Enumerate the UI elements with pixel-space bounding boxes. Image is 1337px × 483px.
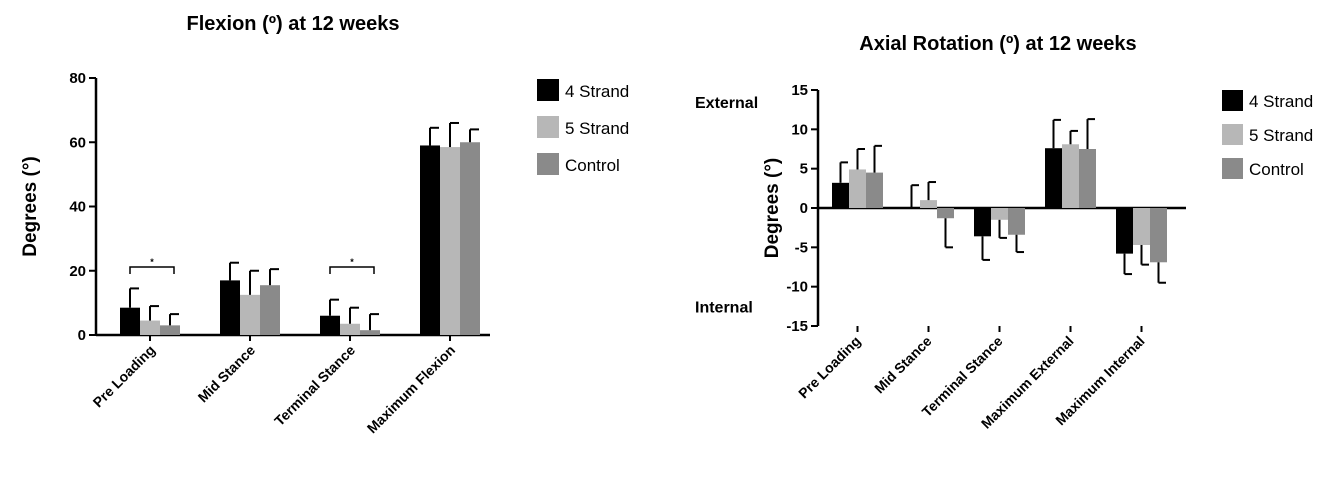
axial-rotation-chart: Axial Rotation (º) at 12 weeks Degrees (°… <box>695 33 1313 432</box>
bar <box>1008 208 1025 235</box>
y-tick-label: 80 <box>69 70 86 87</box>
chart-title: Axial Rotation (º) at 12 weeks <box>859 33 1136 55</box>
significance-bracket <box>330 267 374 274</box>
bar <box>1116 208 1133 254</box>
chart-title: Flexion (º) at 12 weeks <box>187 13 400 35</box>
bar <box>160 325 180 335</box>
bar <box>832 183 849 208</box>
y-tick-label: -15 <box>786 318 808 335</box>
legend-label: Control <box>565 156 620 175</box>
bar <box>260 285 280 335</box>
bar <box>360 330 380 335</box>
bar <box>920 200 937 208</box>
y-axis-label: Degrees (°) <box>20 156 41 257</box>
y-tick-label: 10 <box>791 121 808 138</box>
x-category-label: Mid Stance <box>871 333 935 397</box>
x-category-label: Terminal Stance <box>271 342 358 429</box>
y-tick-label: 20 <box>69 263 86 280</box>
significance-marker: * <box>150 257 154 267</box>
significance-bracket <box>130 267 174 274</box>
bar <box>866 173 883 208</box>
flexion-chart: Flexion (º) at 12 weeks Degrees (°) 0 20 40 6… <box>20 13 629 436</box>
legend-swatch <box>537 79 559 101</box>
x-category-label: Pre Loading <box>795 333 864 402</box>
bar <box>320 316 340 335</box>
bar <box>1079 149 1096 208</box>
bar <box>1150 208 1167 262</box>
legend-swatch <box>1222 124 1243 145</box>
x-category-label: Pre Loading <box>90 342 159 411</box>
legend-swatch <box>537 153 559 175</box>
axis-annotation: Internal <box>695 299 753 316</box>
y-tick-label: 40 <box>69 199 86 216</box>
bar <box>991 208 1008 220</box>
y-tick-label: 0 <box>78 327 86 344</box>
bar <box>849 169 866 208</box>
legend-label: 5 Strand <box>1249 126 1313 145</box>
bar <box>120 308 140 335</box>
y-tick-label: 0 <box>800 200 808 217</box>
bar <box>140 321 160 335</box>
bar <box>1045 148 1062 208</box>
y-tick-label: 60 <box>69 134 86 151</box>
x-category-label: Mid Stance <box>195 342 259 406</box>
bar <box>220 280 240 335</box>
bar <box>420 145 440 335</box>
bar <box>240 295 260 335</box>
legend-swatch <box>1222 158 1243 179</box>
y-tick-label: -10 <box>786 279 808 296</box>
legend-label: 4 Strand <box>565 82 629 101</box>
y-tick-label: -5 <box>795 239 808 256</box>
bar <box>460 142 480 335</box>
axis-annotation: External <box>695 95 758 112</box>
legend-label: 4 Strand <box>1249 92 1313 111</box>
legend-swatch <box>1222 90 1243 111</box>
y-axis-label: Degrees (°) <box>762 158 783 259</box>
bar <box>1133 208 1150 245</box>
y-tick-label: 5 <box>800 161 808 178</box>
bar <box>440 147 460 335</box>
legend-label: 5 Strand <box>565 119 629 138</box>
bar <box>1062 144 1079 208</box>
bar <box>340 324 360 335</box>
bar <box>974 208 991 236</box>
legend-label: Control <box>1249 160 1304 179</box>
significance-marker: * <box>350 257 354 267</box>
x-category-label: Maximum Flexion <box>364 342 458 436</box>
bar <box>937 208 954 218</box>
y-tick-label: 15 <box>791 82 808 99</box>
legend-swatch <box>537 116 559 138</box>
